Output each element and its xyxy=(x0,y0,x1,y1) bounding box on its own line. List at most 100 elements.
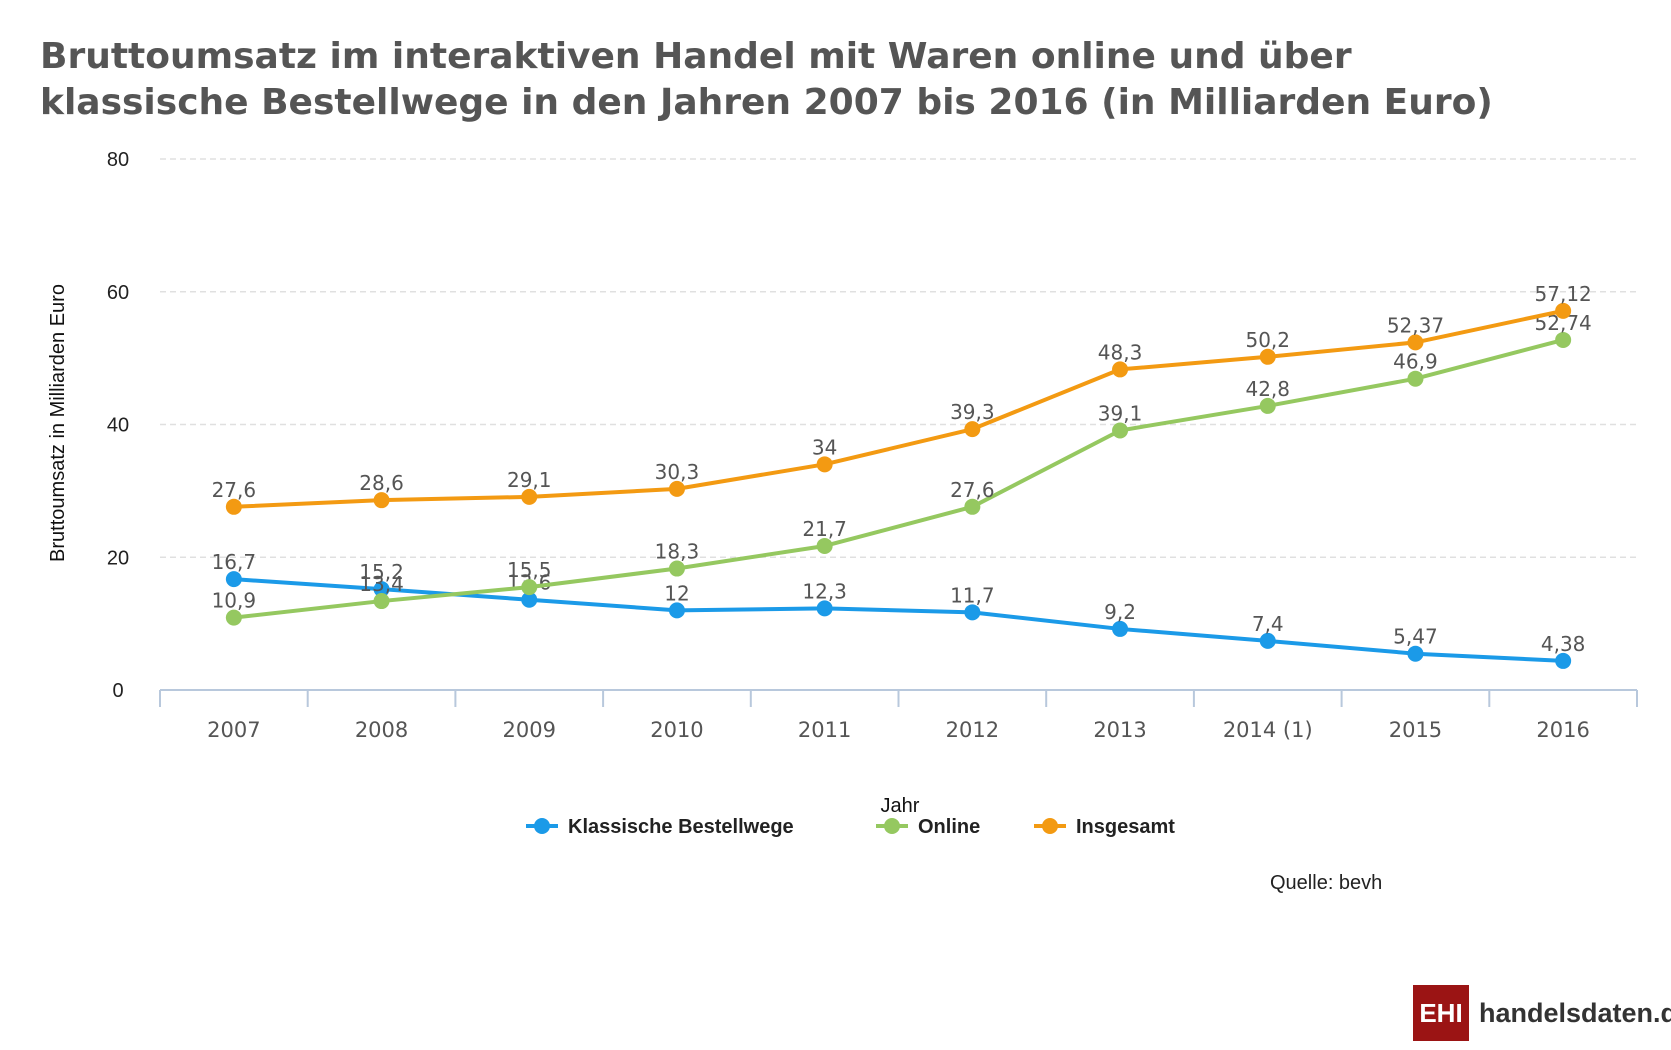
data-label: 9,2 xyxy=(1104,600,1136,624)
data-label: 18,3 xyxy=(655,540,700,564)
ehi-logo: EHI handelsdaten.de xyxy=(1413,985,1671,1041)
data-label: 12,3 xyxy=(802,579,847,603)
data-label: 39,1 xyxy=(1098,401,1143,425)
data-label: 15,2 xyxy=(359,560,404,584)
data-point xyxy=(373,581,390,598)
y-axis-ticks: 0 20 40 60 80 xyxy=(107,149,129,702)
y-tick-label: 60 xyxy=(107,282,129,304)
x-axis: 2007 2008 2009 2010 2011 2012 2013 2014 (1) 2015… xyxy=(159,689,1638,742)
data-point xyxy=(373,593,390,610)
data-label: 7,4 xyxy=(1252,612,1284,636)
data-point xyxy=(1407,334,1424,351)
data-point xyxy=(1259,397,1276,414)
data-point xyxy=(1555,331,1572,348)
title-line-2: klassische Bestellwege in den Jahren 200… xyxy=(40,82,1493,123)
legend-swatch-marker xyxy=(534,818,550,834)
x-tick-label: 2016 xyxy=(1536,718,1589,742)
series-group: 16,715,213,61212,311,79,27,45,474,3810,9… xyxy=(212,282,1592,669)
series-line xyxy=(233,577,1564,663)
data-point xyxy=(668,480,685,497)
chart-title: Bruttoumsatz im interaktiven Handel mit … xyxy=(40,34,1640,126)
data-point xyxy=(964,421,981,438)
x-tick-label: 2015 xyxy=(1389,718,1442,742)
data-label: 34 xyxy=(812,435,837,459)
logo-box: EHI xyxy=(1413,985,1469,1041)
source-note: Quelle: bevh xyxy=(1270,872,1383,894)
data-label: 48,3 xyxy=(1098,340,1143,364)
y-tick-label: 80 xyxy=(107,149,129,171)
legend-swatch-marker xyxy=(884,818,900,834)
x-tick-label: 2008 xyxy=(355,718,408,742)
x-tick-label: 2011 xyxy=(798,718,851,742)
data-label: 5,47 xyxy=(1393,625,1438,649)
data-label: 27,6 xyxy=(212,478,257,502)
series-klassische-bestellwege: 16,715,213,61212,311,79,27,45,474,38 xyxy=(212,550,1586,669)
data-label: 10,9 xyxy=(212,589,257,613)
data-point xyxy=(1112,361,1129,378)
legend-item: Online xyxy=(876,816,980,838)
data-label: 13,4 xyxy=(359,572,404,596)
data-point xyxy=(521,488,538,505)
series-line xyxy=(233,308,1564,509)
legend-swatch-marker xyxy=(1042,818,1058,834)
data-label: 21,7 xyxy=(802,517,847,541)
y-tick-label: 40 xyxy=(107,415,129,437)
data-point xyxy=(1112,422,1129,439)
data-label: 29,1 xyxy=(507,468,552,492)
legend-label: Klassische Bestellwege xyxy=(568,816,794,838)
logo-text: handelsdaten.de xyxy=(1479,997,1671,1028)
legend-label: Insgesamt xyxy=(1076,816,1175,838)
data-point xyxy=(1407,370,1424,387)
x-tick-label: 2010 xyxy=(650,718,703,742)
legend-item: Insgesamt xyxy=(1034,816,1175,838)
data-point xyxy=(816,537,833,554)
data-label: 52,37 xyxy=(1387,313,1444,337)
y-tick-label: 0 xyxy=(112,680,123,702)
data-label: 46,9 xyxy=(1393,350,1438,374)
x-tick-label: 2009 xyxy=(503,718,556,742)
data-label: 15,5 xyxy=(507,558,552,582)
data-point xyxy=(1555,302,1572,319)
title-line-1: Bruttoumsatz im interaktiven Handel mit … xyxy=(40,36,1352,77)
data-point xyxy=(225,571,242,588)
data-point xyxy=(225,498,242,515)
x-tick-label: 2014 (1) xyxy=(1223,718,1313,742)
data-label: 11,7 xyxy=(950,583,995,607)
y-axis-title: Bruttoumsatz in Milliarden Euro xyxy=(47,284,69,562)
x-tick-label: 2013 xyxy=(1093,718,1146,742)
x-tick-label: 2007 xyxy=(207,718,260,742)
data-point xyxy=(1259,348,1276,365)
data-label: 4,38 xyxy=(1541,632,1586,656)
data-point xyxy=(668,602,685,619)
x-axis-title: Jahr xyxy=(881,795,920,817)
gridlines xyxy=(160,158,1637,558)
data-point xyxy=(1259,632,1276,649)
series-insgesamt: 27,6 28,6 29,1 30,3 34 39,3 48,3 50,2 52,37 57,12 xyxy=(212,282,1592,515)
data-point xyxy=(816,600,833,617)
data-label: 50,2 xyxy=(1245,328,1290,352)
data-point xyxy=(521,579,538,596)
data-point xyxy=(373,492,390,509)
data-label: 28,6 xyxy=(359,471,404,495)
series-line xyxy=(233,338,1564,620)
data-point xyxy=(225,609,242,626)
data-point xyxy=(816,456,833,473)
data-point xyxy=(964,604,981,621)
data-label: 39,3 xyxy=(950,400,995,424)
data-label: 30,3 xyxy=(655,460,700,484)
data-point xyxy=(521,591,538,608)
legend: Klassische Bestellwege Online Insgesamt xyxy=(526,816,1175,838)
data-point xyxy=(1112,620,1129,637)
data-label: 42,8 xyxy=(1245,377,1290,401)
data-point xyxy=(668,560,685,577)
data-point xyxy=(1555,652,1572,669)
data-point xyxy=(1407,645,1424,662)
data-label: 12 xyxy=(664,581,689,605)
x-tick-label: 2012 xyxy=(946,718,999,742)
data-label: 16,7 xyxy=(212,550,257,574)
data-point xyxy=(964,498,981,515)
legend-label: Online xyxy=(918,816,980,838)
y-tick-label: 20 xyxy=(107,547,129,569)
legend-item: Klassische Bestellwege xyxy=(526,816,794,838)
